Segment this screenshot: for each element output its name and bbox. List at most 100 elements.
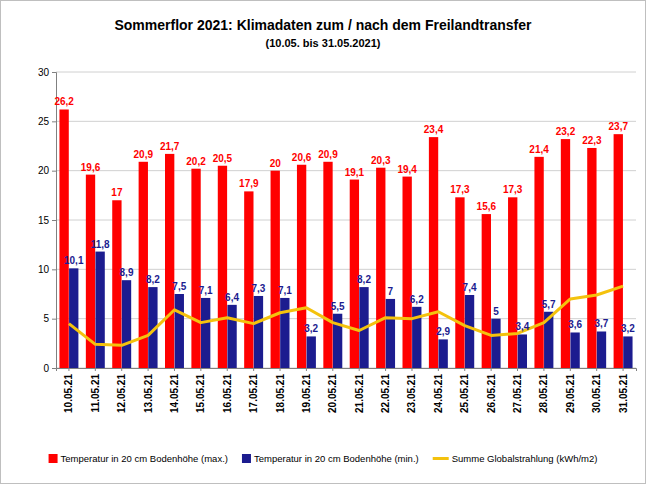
y-tick: 0 xyxy=(43,363,56,374)
data-label: 15,6 xyxy=(477,201,497,212)
x-tick-label: 12.05.21 xyxy=(116,374,127,413)
y-tick-label: 10 xyxy=(38,264,50,275)
x-tick-label: 22.05.21 xyxy=(380,374,391,413)
legend-item: Temperatur in 20 cm Bodenhöhe (min.) xyxy=(242,453,419,464)
bar xyxy=(570,332,579,368)
x-tick-label: 23.05.21 xyxy=(406,374,417,413)
bar xyxy=(491,319,500,368)
legend-label: Temperatur in 20 cm Bodenhöhe (min.) xyxy=(254,453,419,464)
x-tick-label: 24.05.21 xyxy=(433,374,444,413)
data-label: 7,4 xyxy=(463,282,477,293)
data-label: 19,4 xyxy=(397,164,417,175)
x-tick: 19.05.21 xyxy=(301,368,312,413)
x-tick: 11.05.21 xyxy=(90,368,101,412)
x-tick-mark xyxy=(464,368,465,371)
x-tick: 29.05.21 xyxy=(565,368,576,413)
subtitle: (10.05. bis 31.05.2021) xyxy=(266,37,381,49)
x-tick-label: 27.05.21 xyxy=(512,374,523,413)
data-label: 17 xyxy=(111,187,123,198)
bar xyxy=(191,169,200,368)
x-tick-label: 10.05.21 xyxy=(63,374,74,413)
x-tick-label: 14.05.21 xyxy=(169,374,180,413)
bar xyxy=(95,252,104,368)
x-tick: 18.05.21 xyxy=(275,368,286,413)
data-label: 6,4 xyxy=(225,292,239,303)
data-label: 20 xyxy=(270,158,282,169)
x-tick-label: 20.05.21 xyxy=(327,374,338,413)
y-tick-label: 30 xyxy=(38,67,50,78)
y-tick: 10 xyxy=(38,264,56,275)
y-tick-label: 25 xyxy=(38,116,50,127)
data-label: 7 xyxy=(388,286,394,297)
x-tick: 22.05.21 xyxy=(380,368,391,413)
data-label: 8,9 xyxy=(120,267,134,278)
x-tick-mark xyxy=(148,368,149,371)
x-tick-mark xyxy=(491,368,492,371)
x-tick-label: 19.05.21 xyxy=(301,374,312,413)
y-tick-label: 20 xyxy=(38,165,50,176)
data-label: 17,3 xyxy=(450,184,470,195)
x-tick: 27.05.21 xyxy=(512,368,523,413)
bar xyxy=(244,191,253,368)
bar xyxy=(218,166,227,368)
bar xyxy=(597,331,606,368)
bar xyxy=(254,296,263,368)
data-label: 3,2 xyxy=(304,323,318,334)
data-label: 5 xyxy=(493,306,499,317)
bar xyxy=(508,197,517,368)
grid xyxy=(56,72,636,368)
x-tick-label: 16.05.21 xyxy=(222,374,233,413)
x-tick-label: 30.05.21 xyxy=(591,374,602,413)
bar xyxy=(112,200,121,368)
bar xyxy=(227,305,236,368)
bar xyxy=(518,334,527,368)
x-tick-label: 26.05.21 xyxy=(486,374,497,413)
x-tick: 10.05.21 xyxy=(63,368,74,413)
data-label: 20,6 xyxy=(292,152,312,163)
bar xyxy=(482,214,491,368)
x-tick: 31.05.21 xyxy=(618,368,629,413)
data-label: 19,6 xyxy=(81,162,101,173)
x-tick-mark xyxy=(438,368,439,371)
x-tick-mark xyxy=(570,368,571,371)
y-tick: 15 xyxy=(38,215,56,226)
x-tick: 16.05.21 xyxy=(222,368,233,413)
bar xyxy=(122,280,131,368)
frame xyxy=(1,1,646,484)
data-label: 23,2 xyxy=(556,126,576,137)
legend-swatch xyxy=(433,457,449,460)
x-tick: 15.05.21 xyxy=(195,368,206,413)
bar xyxy=(386,299,395,368)
data-label: 26,2 xyxy=(54,96,74,107)
grid-line xyxy=(56,72,636,73)
y-tick-label: 0 xyxy=(43,363,49,374)
data-label: 2,9 xyxy=(436,326,450,337)
data-label: 22,3 xyxy=(582,135,602,146)
legend-label: Summe Globalstrahlung (kWh/m2) xyxy=(452,453,598,464)
x-tick-label: 18.05.21 xyxy=(275,374,286,413)
y-axis: 051015202530 xyxy=(38,67,57,374)
data-label: 3,6 xyxy=(568,319,582,330)
y-tick-mark xyxy=(52,72,56,73)
x-tick: 13.05.21 xyxy=(143,368,154,413)
data-label: 20,3 xyxy=(371,155,391,166)
legend-item: Temperatur in 20 cm Bodenhöhe (max.) xyxy=(49,453,228,464)
title: Sommerflor 2021: Klimadaten zum / nach d… xyxy=(114,17,532,33)
data-label: 10,1 xyxy=(64,255,84,266)
x-tick-mark xyxy=(411,368,412,371)
x-tick: 30.05.21 xyxy=(591,368,602,413)
bar xyxy=(587,148,596,368)
x-tick: 23.05.21 xyxy=(406,368,417,413)
x-tick-mark xyxy=(200,368,201,371)
bar xyxy=(59,109,68,368)
y-tick-mark xyxy=(52,319,56,320)
x-tick-mark xyxy=(121,368,122,371)
data-label: 19,1 xyxy=(345,167,365,178)
data-labels: 26,219,61720,921,720,220,517,92020,620,9… xyxy=(54,96,635,337)
y-tick: 20 xyxy=(38,165,56,176)
data-label: 5,5 xyxy=(331,301,345,312)
data-label: 23,4 xyxy=(424,124,444,135)
data-label: 8,2 xyxy=(357,274,371,285)
x-tick-mark xyxy=(253,368,254,371)
data-label: 20,2 xyxy=(186,156,206,167)
